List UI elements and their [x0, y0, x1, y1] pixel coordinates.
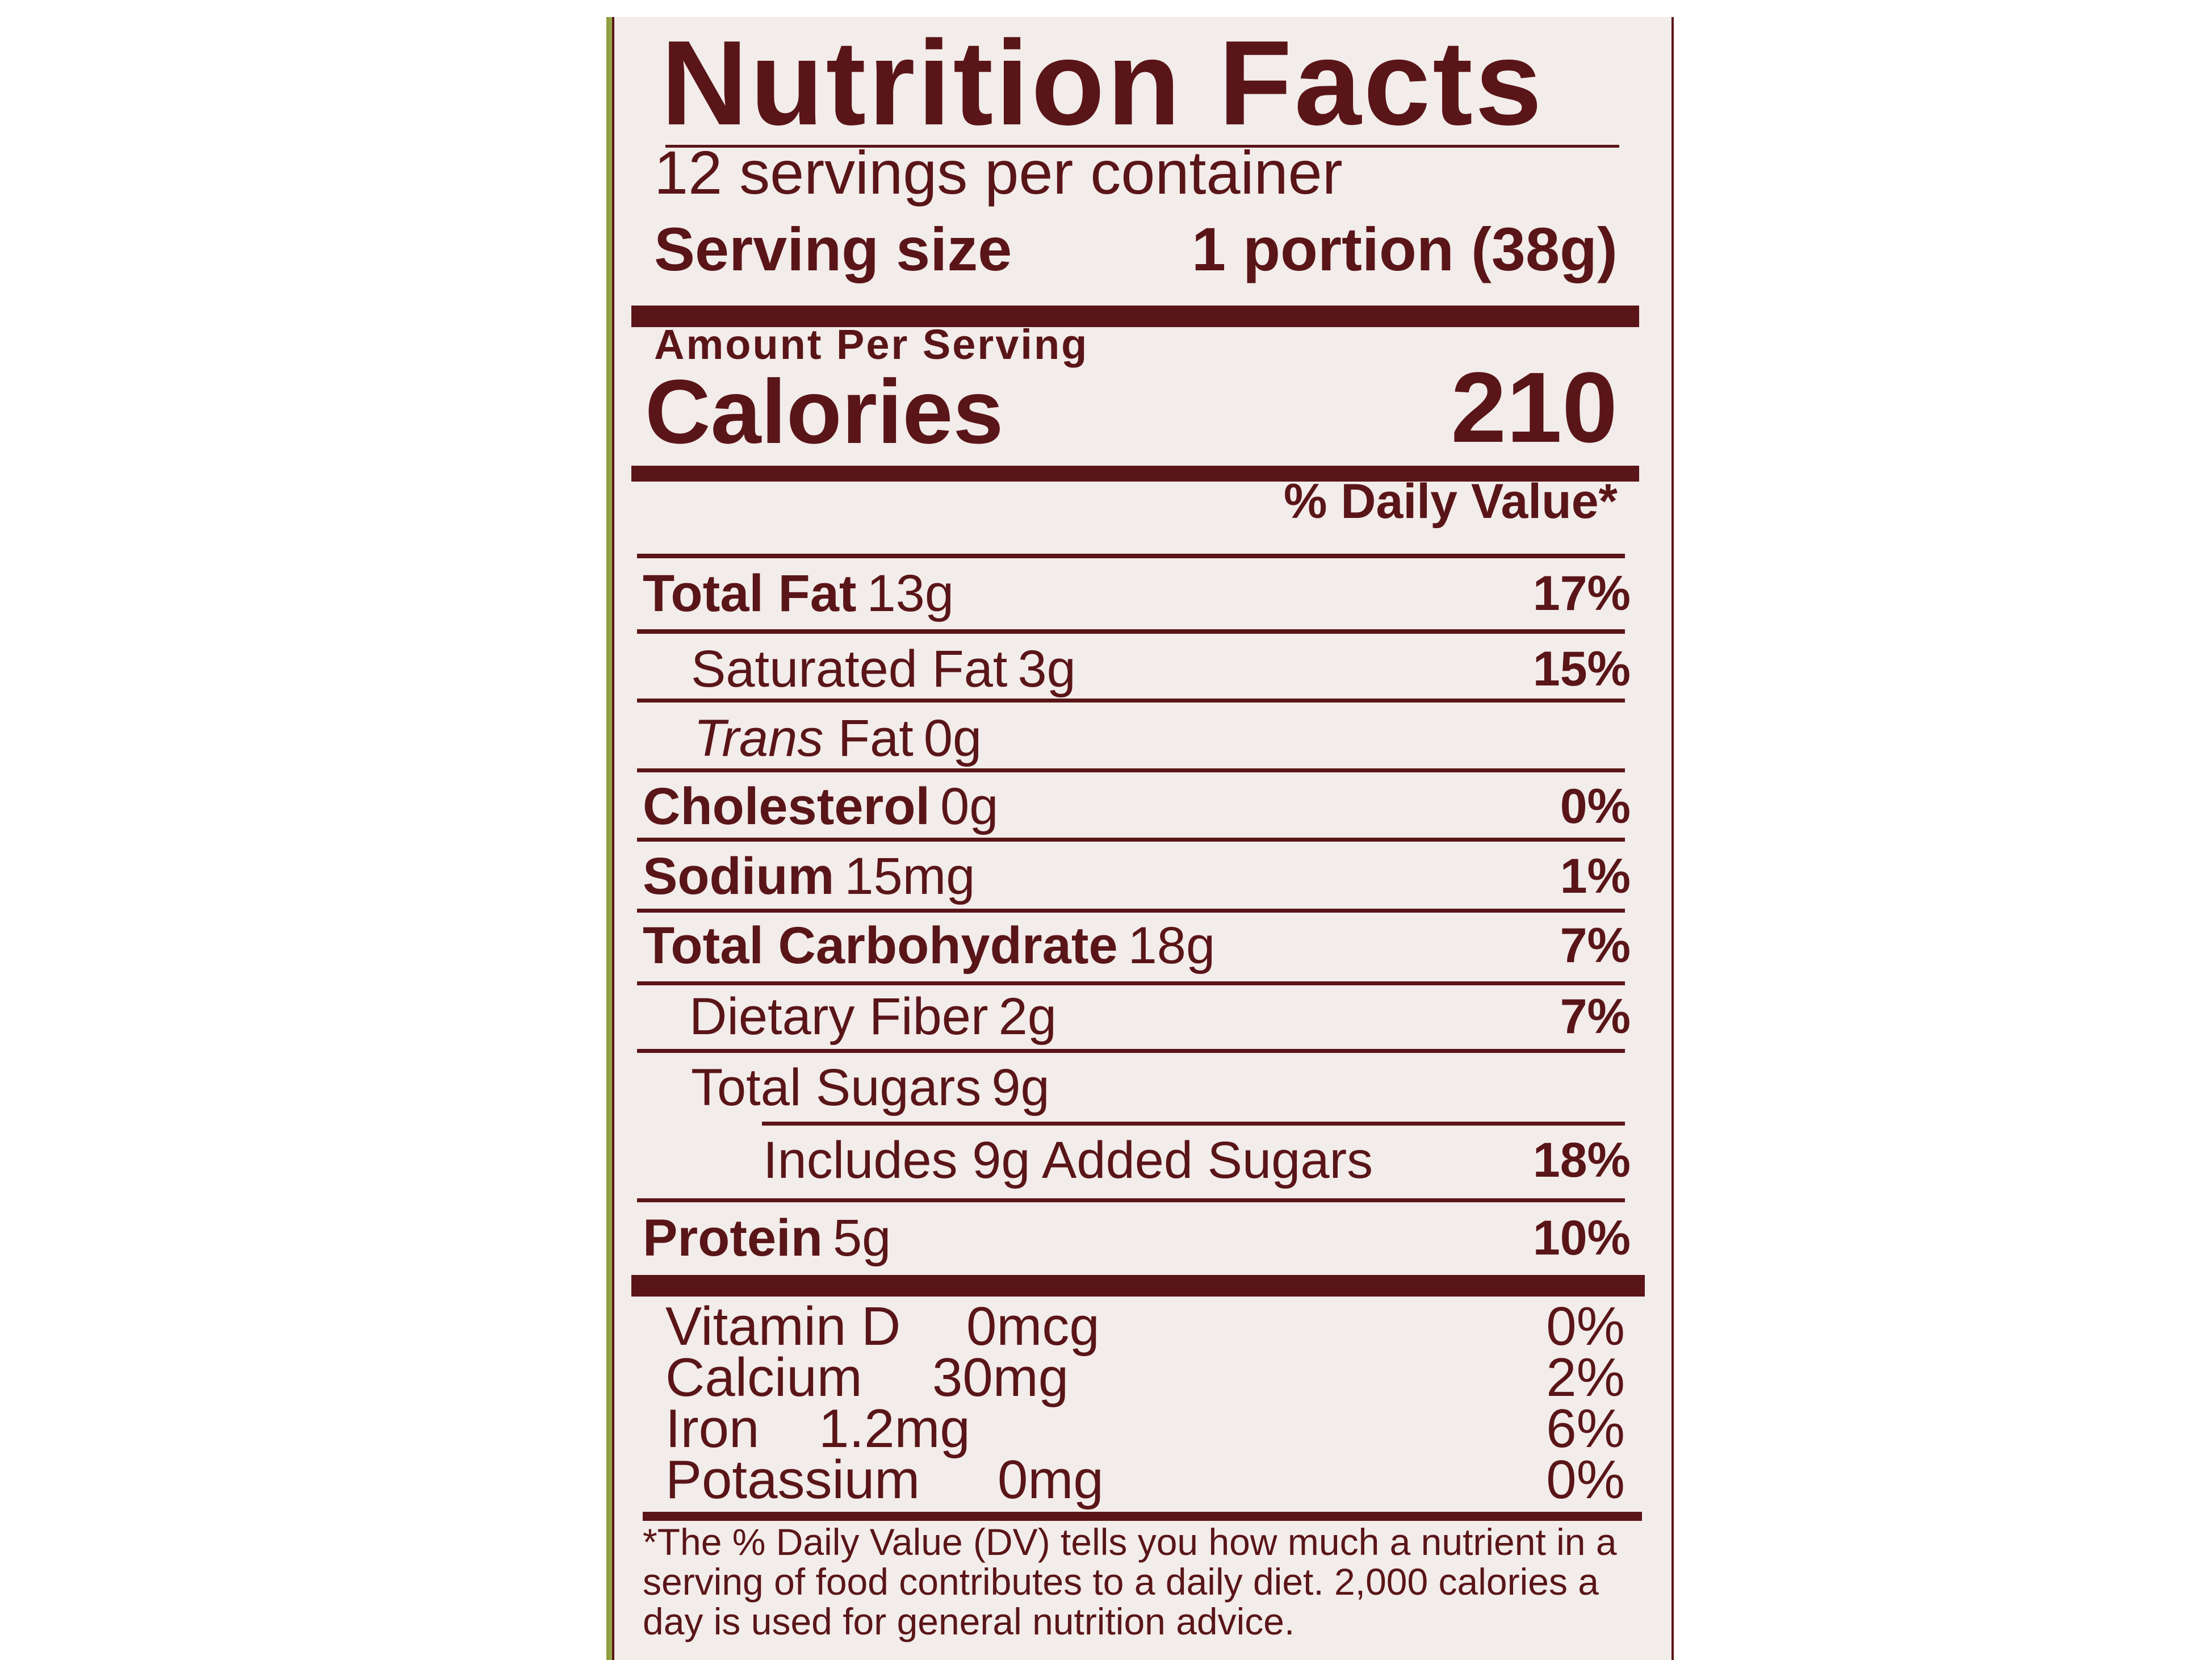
thick-rule-calories	[631, 466, 1639, 482]
serving-size-label: Serving size	[654, 215, 1012, 283]
row-divider	[637, 1198, 1625, 1202]
thick-rule-top	[631, 306, 1639, 327]
row-divider	[637, 699, 1625, 703]
nutrient-row-total-sugars: Total Sugars 9g	[691, 1056, 1631, 1119]
calories-value: 210	[1451, 352, 1618, 463]
row-divider	[637, 768, 1625, 772]
nutrient-amount: 15mg	[844, 847, 975, 905]
daily-value-footnote: *The % Daily Value (DV) tells you how mu…	[643, 1521, 1617, 1642]
nutrient-dv: 0%	[1560, 779, 1631, 834]
nutrition-facts-panel: Nutrition Facts 12 servings per containe…	[612, 17, 1674, 1660]
nutrient-row-dietary-fiber: Dietary Fiber 2g 7%	[689, 985, 1631, 1048]
title-rule	[665, 145, 1619, 148]
nutrient-dv: 7%	[1560, 918, 1631, 973]
row-divider	[637, 838, 1625, 842]
vitamin-dv: 0%	[1546, 1296, 1625, 1357]
row-divider	[637, 554, 1625, 558]
nutrient-amount: 3g	[1017, 640, 1076, 698]
row-divider	[637, 909, 1625, 913]
nutrient-label: Protein	[643, 1209, 823, 1267]
nutrient-row-sodium: Sodium 15mg 1%	[643, 845, 1631, 908]
nutrient-label: Total Sugars	[691, 1059, 982, 1117]
nutrient-dv: 7%	[1560, 989, 1631, 1044]
nutrient-label: Total Carbohydrate	[643, 917, 1118, 975]
nutrient-row-total-fat: Total Fat 13g 17%	[643, 562, 1631, 625]
vitamin-dv: 0%	[1546, 1449, 1625, 1510]
vitamin-dv: 6%	[1546, 1398, 1625, 1459]
row-divider-indented	[762, 1122, 1625, 1126]
vitamin-row-potassium: Potassium 0mg 0%	[665, 1453, 1625, 1507]
nutrient-amount: 0g	[923, 709, 982, 767]
nutrient-row-saturated-fat: Saturated Fat 3g 15%	[691, 638, 1631, 700]
vitamin-dv: 2%	[1546, 1347, 1625, 1408]
nutrient-dv: 1%	[1560, 849, 1631, 904]
nutrient-label: Includes 9g Added Sugars	[763, 1131, 1373, 1189]
nutrient-label: Saturated Fat	[691, 640, 1008, 698]
vitamin-row-calcium: Calcium 30mg 2%	[665, 1347, 1625, 1408]
nutrient-label-rest: Fat	[837, 709, 914, 767]
nutrient-row-trans-fat: Trans Fat 0g	[694, 707, 1631, 770]
nutrient-row-total-carbohydrate: Total Carbohydrate 18g 7%	[643, 914, 1631, 977]
thick-rule-footnote	[643, 1512, 1642, 1521]
nutrient-dv: 15%	[1532, 642, 1631, 696]
row-divider	[637, 629, 1625, 634]
vitamin-amount: 1.2mg	[819, 1398, 970, 1459]
thick-rule-vitamins	[631, 1275, 1645, 1297]
nutrient-dv: 10%	[1532, 1211, 1631, 1265]
vitamin-amount: 30mg	[932, 1347, 1069, 1408]
vitamin-label: Vitamin D	[665, 1296, 901, 1357]
vitamin-label: Potassium	[665, 1449, 920, 1510]
vitamin-label: Iron	[665, 1398, 760, 1459]
row-divider	[637, 981, 1625, 985]
vitamin-amount: 0mcg	[966, 1296, 1100, 1357]
servings-per-container: 12 servings per container	[654, 138, 1343, 207]
nutrient-row-cholesterol: Cholesterol 0g 0%	[643, 775, 1631, 838]
nutrient-amount: 0g	[940, 777, 999, 835]
nutrient-label: Cholesterol	[643, 777, 931, 835]
vitamin-label: Calcium	[665, 1347, 862, 1408]
nutrient-label: Total Fat	[643, 565, 857, 622]
nutrient-amount: 18g	[1128, 917, 1216, 975]
nutrient-label: Trans	[694, 709, 824, 767]
vitamin-row-vitamin-d: Vitamin D 0mcg 0%	[665, 1296, 1625, 1357]
panel-title: Nutrition Facts	[661, 15, 1544, 150]
nutrient-label: Sodium	[643, 847, 835, 905]
nutrient-row-added-sugars: Includes 9g Added Sugars 18%	[763, 1129, 1631, 1191]
nutrient-amount: 9g	[991, 1059, 1050, 1117]
daily-value-header: % Daily Value*	[1284, 474, 1618, 529]
nutrient-amount: 13g	[866, 565, 954, 622]
nutrient-amount: 5g	[832, 1209, 891, 1267]
amount-per-serving: Amount Per Serving	[654, 321, 1089, 368]
nutrient-amount: 2g	[998, 988, 1057, 1046]
nutrient-dv: 17%	[1532, 566, 1631, 621]
calories-label: Calories	[645, 361, 1004, 462]
row-divider	[637, 1049, 1625, 1053]
nutrient-row-protein: Protein 5g 10%	[643, 1207, 1631, 1269]
nutrient-label: Dietary Fiber	[689, 988, 988, 1046]
vitamin-row-iron: Iron 1.2mg 6%	[665, 1402, 1625, 1456]
nutrient-dv: 18%	[1532, 1133, 1631, 1187]
vitamin-amount: 0mg	[998, 1449, 1104, 1510]
serving-size-value: 1 portion (38g)	[1192, 215, 1618, 283]
